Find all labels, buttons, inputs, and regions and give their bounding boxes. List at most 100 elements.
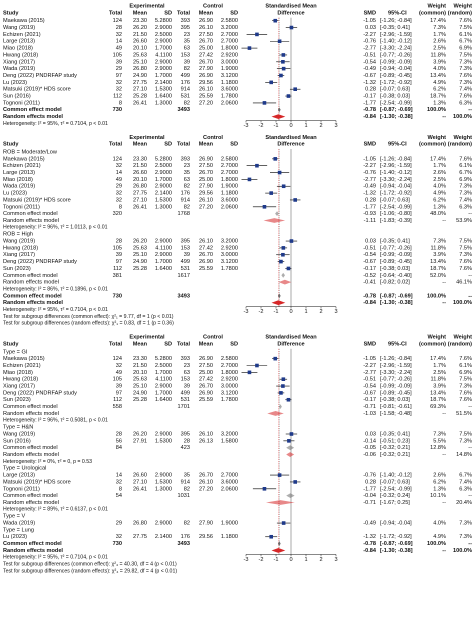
study-square <box>273 18 278 23</box>
study-square <box>269 534 273 539</box>
ctrl-value: 2.7000 <box>221 473 238 479</box>
ctrl-value: 25.59 <box>199 94 213 100</box>
weight-value: 6.2% <box>433 197 446 203</box>
ci-value: [-0.51; 0.23] <box>380 438 410 444</box>
ctrl-value: 82 <box>184 66 190 72</box>
column-header: SD <box>164 10 172 16</box>
ci-value: [-0.87; -0.69] <box>380 293 413 299</box>
ctrl-value: 499 <box>181 259 190 265</box>
study-name: Large (2013) <box>3 170 35 176</box>
ci-value: [-1.72; -0.92] <box>380 534 412 540</box>
ci-value: [-0.35; 0.41] <box>380 239 410 245</box>
ci-value: [-0.94; -0.04] <box>380 184 412 190</box>
note: Test for subgroup differences (common ef… <box>3 562 177 568</box>
ctrl-value: 3.2000 <box>221 431 238 437</box>
weight-header: Weight <box>453 135 472 141</box>
study-square <box>262 205 267 209</box>
exp-value: 24.90 <box>133 390 147 396</box>
column-header: SD <box>230 142 238 148</box>
ci-value: [-3.30; -2.24] <box>380 370 412 376</box>
weight-value: 7.3% <box>459 59 472 65</box>
study-name: Tognoni (2011) <box>3 100 40 106</box>
x-tick-label: 0 <box>289 309 292 315</box>
ctrl-value: 27.42 <box>199 377 213 383</box>
smd-value: -0.78 <box>363 293 376 299</box>
model-name: Common effect model <box>3 404 58 410</box>
exp-value: 32 <box>116 163 122 169</box>
smd-value: -1.77 <box>363 100 376 106</box>
weight-value: 1.7% <box>433 363 446 369</box>
model-diamond <box>263 218 286 223</box>
weight-value: 7.6% <box>459 397 472 403</box>
column-header: SMD <box>364 341 376 347</box>
column-header: 95%-CI <box>388 341 407 347</box>
x-tick-label: 1 <box>304 309 307 315</box>
weight-value: 7.3% <box>433 431 446 437</box>
study-square <box>262 487 267 491</box>
weight-value: 2.5% <box>433 370 446 376</box>
model-name: Random effects model <box>3 280 59 286</box>
smd-value: -1.32 <box>363 80 376 86</box>
model-diamond <box>271 300 286 306</box>
weight-value: 11.8% <box>431 377 446 383</box>
ctrl-value: 23 <box>184 32 190 38</box>
smd-value: -0.71 <box>363 500 376 506</box>
x-tick-label: 2 <box>319 557 322 563</box>
model-name: Random effects model <box>3 218 59 224</box>
exp-value: 39 <box>116 59 122 65</box>
ctrl-value: 26.90 <box>199 73 213 79</box>
weight-value: 2.5% <box>433 46 446 52</box>
study-square <box>289 432 294 436</box>
subgroup-heading: Type = GI <box>3 349 28 355</box>
column-header: SD <box>164 341 172 347</box>
smd-value: -0.17 <box>363 94 376 100</box>
ctrl-value: 3.1200 <box>221 73 238 79</box>
weight-value: 6.1% <box>459 163 472 169</box>
column-header: 95%-CI <box>388 142 407 148</box>
weight-value: 4.0% <box>433 184 446 190</box>
exp-value: 28 <box>116 239 122 245</box>
model-total: 1701 <box>178 404 190 410</box>
smd-value: -0.06 <box>363 452 376 458</box>
ctrl-value: 393 <box>181 356 190 362</box>
weight-value: 10.1% <box>430 493 446 499</box>
column-header: SD <box>164 142 172 148</box>
smd-value: -0.84 <box>363 548 377 554</box>
study-name: Large (2013) <box>3 39 35 45</box>
exp-value: 26.60 <box>133 170 147 176</box>
smd-value: -2.77 <box>363 177 376 183</box>
exp-value: 1.3000 <box>155 486 172 492</box>
ci-value: [-0.87; -0.69] <box>380 541 413 547</box>
exp-value: 8 <box>119 204 122 210</box>
ctrl-value: 176 <box>181 191 190 197</box>
column-header: 95%-CI <box>388 10 407 16</box>
study-square <box>281 384 285 388</box>
ci-value: [-0.99; -0.09] <box>380 252 412 258</box>
ctrl-value: 914 <box>181 479 190 485</box>
ctrl-value: 395 <box>181 239 190 245</box>
smd-value: -0.49 <box>363 184 376 190</box>
ci-value: [-0.32; 0.21] <box>380 445 410 451</box>
column-header: Study <box>3 142 19 148</box>
exp-value: 32 <box>116 32 122 38</box>
study-square <box>262 101 267 105</box>
ctrl-value: 27.90 <box>199 184 213 190</box>
study-name: Wang (2019) <box>3 25 35 31</box>
exp-value: 2.9000 <box>155 431 172 437</box>
column-header: Study <box>3 341 19 347</box>
weight-value: -- <box>468 445 472 451</box>
column-header: Mean <box>133 10 148 16</box>
exp-value: 24.90 <box>133 259 147 265</box>
study-name: Deng (2022) PNDRFAP study <box>3 390 77 396</box>
ci-value: [-0.38; 0.03] <box>380 397 410 403</box>
model-total: 558 <box>113 404 122 410</box>
exp-value: 1.5300 <box>155 197 172 203</box>
exp-value: 97 <box>116 390 122 396</box>
ctrl-value: 26.10 <box>199 431 213 437</box>
smd-value: -0.17 <box>363 397 376 403</box>
weight-value: -- <box>468 493 472 499</box>
column-header: SD <box>230 341 238 347</box>
weight-value: 69.3% <box>430 404 446 410</box>
ctrl-value: 1.5800 <box>221 438 238 444</box>
group-header: Control <box>203 135 223 141</box>
